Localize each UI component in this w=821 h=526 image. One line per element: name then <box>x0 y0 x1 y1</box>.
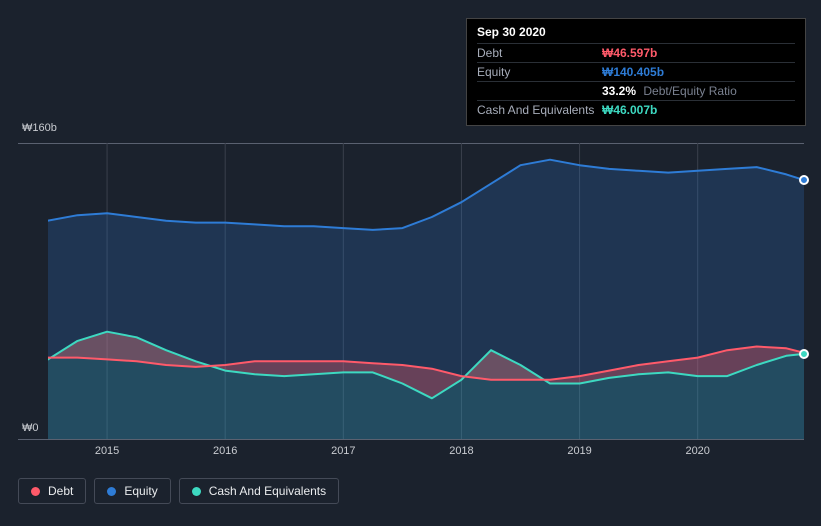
tooltip-value: 33.2% Debt/Equity Ratio <box>602 84 737 98</box>
tooltip-value: ₩46.007b <box>602 103 657 117</box>
tooltip-date: Sep 30 2020 <box>477 25 795 43</box>
x-tick-label: 2015 <box>95 445 119 457</box>
chart-tooltip: Sep 30 2020 Debt ₩46.597b Equity ₩140.40… <box>466 18 806 126</box>
legend-item-debt[interactable]: Debt <box>18 478 86 504</box>
legend-dot <box>107 487 116 496</box>
y-tick-max: ₩160b <box>22 122 57 134</box>
tooltip-value: ₩140.405b <box>602 65 664 79</box>
tooltip-row-equity: Equity ₩140.405b <box>477 62 795 81</box>
tooltip-row-debt: Debt ₩46.597b <box>477 43 795 62</box>
tooltip-label <box>477 84 602 98</box>
x-tick-label: 2018 <box>449 445 473 457</box>
x-axis-labels: 2015 2016 2017 2018 2019 2020 <box>48 445 804 465</box>
series-marker-equity <box>799 175 809 185</box>
series-marker-cash <box>799 349 809 359</box>
tooltip-row-cash: Cash And Equivalents ₩46.007b <box>477 100 795 119</box>
plot-bottom-border <box>18 439 804 440</box>
legend-label: Debt <box>48 484 73 498</box>
tooltip-value-num: 33.2% <box>602 84 636 98</box>
tooltip-value: ₩46.597b <box>602 46 657 60</box>
x-tick-label: 2017 <box>331 445 355 457</box>
legend-item-equity[interactable]: Equity <box>94 478 170 504</box>
tooltip-label: Debt <box>477 46 602 60</box>
legend-item-cash[interactable]: Cash And Equivalents <box>179 478 339 504</box>
tooltip-label: Cash And Equivalents <box>477 103 602 117</box>
tooltip-label: Equity <box>477 65 602 79</box>
legend-label: Cash And Equivalents <box>209 484 326 498</box>
area-chart <box>48 143 804 439</box>
x-tick-label: 2016 <box>213 445 237 457</box>
x-tick-label: 2020 <box>685 445 709 457</box>
legend-label: Equity <box>124 484 157 498</box>
legend-dot <box>31 487 40 496</box>
tooltip-value-suffix: Debt/Equity Ratio <box>643 84 736 98</box>
chart-legend: Debt Equity Cash And Equivalents <box>18 478 339 504</box>
area-fills <box>48 160 804 439</box>
y-tick-min: ₩0 <box>22 422 39 434</box>
tooltip-row-ratio: 33.2% Debt/Equity Ratio <box>477 81 795 100</box>
x-tick-label: 2019 <box>567 445 591 457</box>
legend-dot <box>192 487 201 496</box>
